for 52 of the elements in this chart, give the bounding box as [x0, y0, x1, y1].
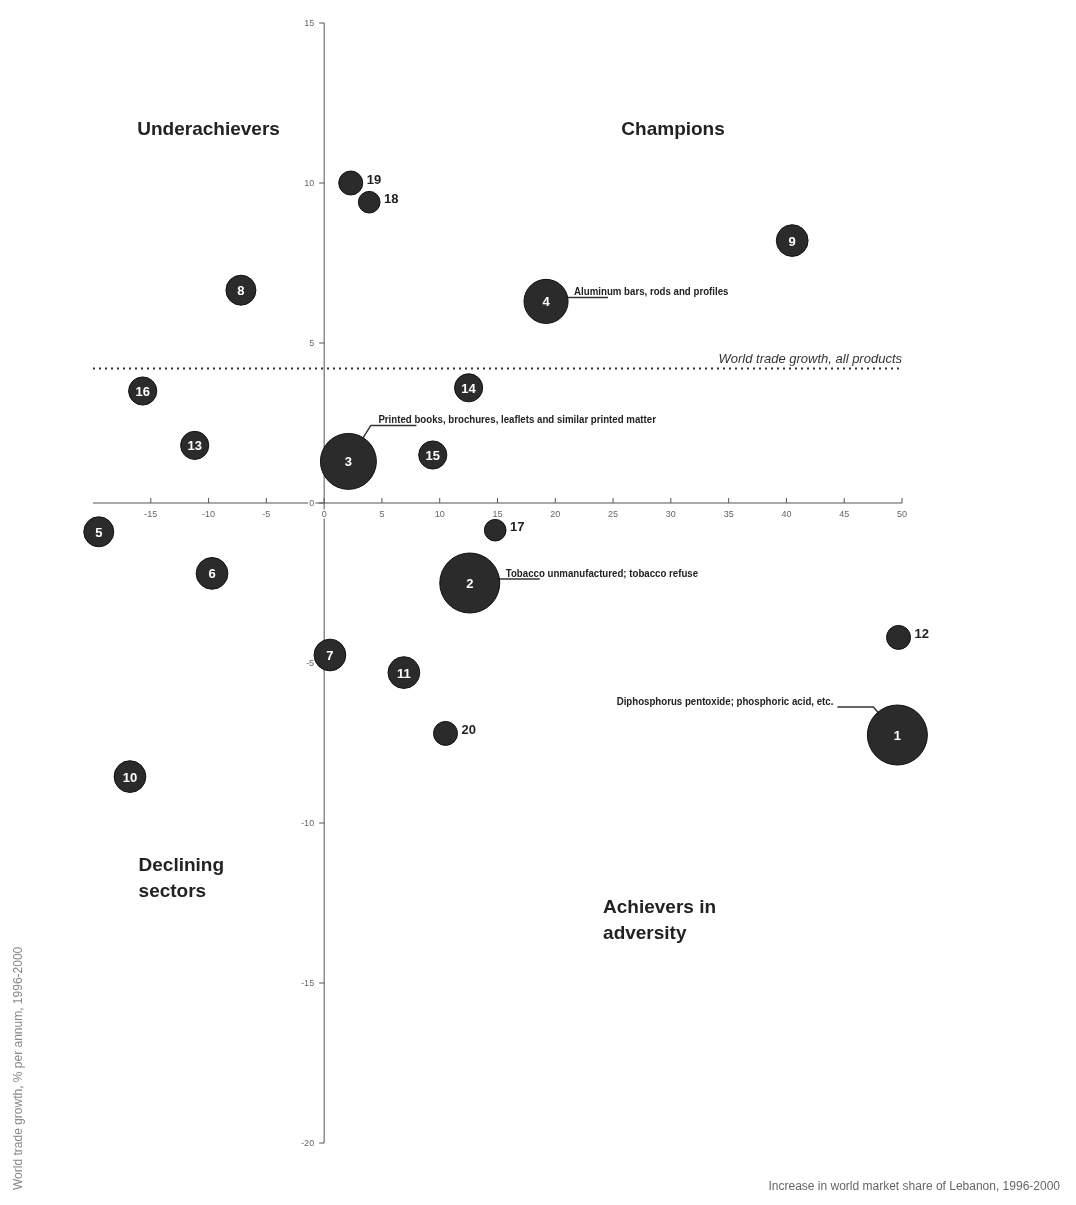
series-label: 19 [366, 172, 382, 187]
x-tick-label: 30 [665, 509, 676, 519]
x-tick-label: 35 [723, 509, 734, 519]
annotation: Declining sectors [138, 854, 225, 901]
x-tick-label: 40 [781, 509, 792, 519]
y-tick-label: 0 [309, 498, 315, 508]
series-label: 2 [466, 576, 474, 591]
y-tick-label: -10 [301, 818, 315, 828]
series-label: 14 [461, 380, 477, 396]
series-label: 3 [344, 454, 353, 470]
annotation: Underachievers [137, 118, 280, 139]
y-tick-label: -5 [306, 658, 315, 668]
y-tick-label: 5 [309, 338, 315, 348]
x-tick-label: 5 [379, 509, 385, 519]
ref-line-label: World trade growth, all products [718, 350, 903, 366]
y-tick-label: 10 [304, 178, 315, 188]
series-label: 11 [397, 665, 411, 681]
x-tick-label: 45 [839, 509, 850, 519]
x-tick-label: 10 [434, 509, 445, 519]
annotation: Diphosphorus pentoxide; phosphoric acid, etc. [616, 695, 834, 708]
series-label: 5 [95, 524, 103, 540]
series-label: 17 [510, 519, 525, 535]
y-tick-label: -20 [301, 1138, 315, 1148]
annotation: Tobacco unmanufactured; tobacco refuse [505, 567, 699, 580]
x-tick-label: 15 [492, 509, 503, 519]
annotation: Aluminum bars, rods and profiles [574, 285, 729, 298]
text: World trade growth, % per annum, 1996-2000 [11, 946, 25, 1190]
series-label: 10 [122, 769, 138, 785]
x-tick-label: 25 [608, 509, 619, 519]
annotation: Achievers in adversity [603, 895, 717, 943]
y-tick-label: 15 [304, 18, 315, 28]
series-label: 18 [384, 191, 399, 207]
x-axis-title: Increase in world market share of Lebanon, 1996-2000 [768, 1179, 1061, 1193]
series-label: 15 [425, 448, 441, 463]
x-tick-label: 20 [550, 509, 561, 519]
annotation: Printed books, brochures, leaflets and similar printed matter [378, 413, 656, 426]
series-label: 12 [914, 626, 929, 642]
series-label: 13 [187, 438, 202, 454]
x-tick-label: -15 [144, 509, 158, 519]
series-label: 8 [237, 283, 245, 299]
series-label: 7 [326, 648, 334, 663]
series-label: 20 [461, 722, 476, 738]
x-tick-label: 50 [896, 509, 908, 519]
x-tick-label: -10 [202, 509, 216, 519]
series-label: 6 [208, 566, 216, 582]
y-tick-label: -15 [301, 978, 315, 988]
series-label: 16 [135, 384, 150, 399]
series-label: 9 [788, 233, 796, 249]
legend-label: 4 [542, 294, 551, 310]
annotation: Champions [621, 118, 725, 139]
series-label: 1 [893, 728, 901, 743]
x-tick-label: -5 [262, 509, 271, 519]
